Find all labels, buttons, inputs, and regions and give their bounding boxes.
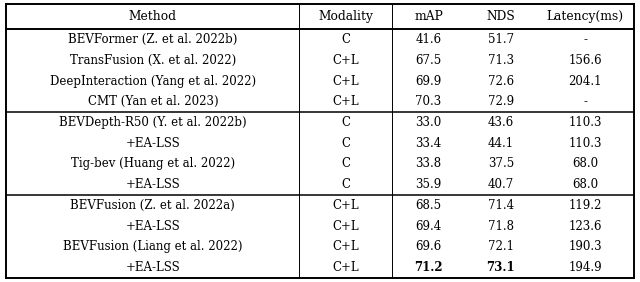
Text: C+L: C+L (333, 261, 359, 274)
Text: +EA-LSS: +EA-LSS (125, 219, 180, 233)
Text: 71.3: 71.3 (488, 54, 514, 67)
Text: 123.6: 123.6 (568, 219, 602, 233)
Text: 33.4: 33.4 (415, 137, 442, 150)
Text: BEVFusion (Liang et al. 2022): BEVFusion (Liang et al. 2022) (63, 240, 243, 253)
Text: 41.6: 41.6 (415, 33, 442, 46)
Text: +EA-LSS: +EA-LSS (125, 137, 180, 150)
Text: 194.9: 194.9 (568, 261, 602, 274)
Text: 71.4: 71.4 (488, 199, 514, 212)
Text: BEVFormer (Z. et al. 2022b): BEVFormer (Z. et al. 2022b) (68, 33, 237, 46)
Text: 69.6: 69.6 (415, 240, 442, 253)
Text: C: C (341, 33, 350, 46)
Text: DeepInteraction (Yang et al. 2022): DeepInteraction (Yang et al. 2022) (50, 75, 256, 88)
Text: 71.8: 71.8 (488, 219, 514, 233)
Text: 51.7: 51.7 (488, 33, 514, 46)
Text: TransFusion (X. et al. 2022): TransFusion (X. et al. 2022) (70, 54, 236, 67)
Text: 71.2: 71.2 (414, 261, 443, 274)
Text: 72.9: 72.9 (488, 95, 514, 108)
Text: 69.9: 69.9 (415, 75, 442, 88)
Text: 33.0: 33.0 (415, 116, 442, 129)
Text: C: C (341, 178, 350, 191)
Text: C+L: C+L (333, 54, 359, 67)
Text: 204.1: 204.1 (568, 75, 602, 88)
Text: Tig-bev (Huang et al. 2022): Tig-bev (Huang et al. 2022) (71, 157, 235, 170)
Text: C: C (341, 137, 350, 150)
Text: BEVDepth-R50 (Y. et al. 2022b): BEVDepth-R50 (Y. et al. 2022b) (59, 116, 246, 129)
Text: -: - (583, 33, 588, 46)
Text: 72.1: 72.1 (488, 240, 514, 253)
Text: -: - (583, 95, 588, 108)
Text: +EA-LSS: +EA-LSS (125, 178, 180, 191)
Text: 70.3: 70.3 (415, 95, 442, 108)
Text: 67.5: 67.5 (415, 54, 442, 67)
Text: 33.8: 33.8 (415, 157, 442, 170)
Text: 156.6: 156.6 (568, 54, 602, 67)
Text: 40.7: 40.7 (488, 178, 514, 191)
Text: BEVFusion (Z. et al. 2022a): BEVFusion (Z. et al. 2022a) (70, 199, 236, 212)
Text: NDS: NDS (486, 10, 515, 23)
Text: 68.5: 68.5 (415, 199, 442, 212)
Text: 72.6: 72.6 (488, 75, 514, 88)
Text: 73.1: 73.1 (486, 261, 515, 274)
Text: +EA-LSS: +EA-LSS (125, 261, 180, 274)
Text: CMT (Yan et al. 2023): CMT (Yan et al. 2023) (88, 95, 218, 108)
Text: C+L: C+L (333, 199, 359, 212)
Text: Modality: Modality (319, 10, 373, 23)
Text: 69.4: 69.4 (415, 219, 442, 233)
Text: 43.6: 43.6 (488, 116, 514, 129)
Text: C+L: C+L (333, 240, 359, 253)
Text: C: C (341, 116, 350, 129)
Text: 110.3: 110.3 (568, 116, 602, 129)
Text: 37.5: 37.5 (488, 157, 514, 170)
Text: 44.1: 44.1 (488, 137, 514, 150)
Text: 119.2: 119.2 (569, 199, 602, 212)
Text: 68.0: 68.0 (572, 157, 598, 170)
Text: 35.9: 35.9 (415, 178, 442, 191)
Text: C: C (341, 157, 350, 170)
Text: C+L: C+L (333, 219, 359, 233)
Text: 68.0: 68.0 (572, 178, 598, 191)
Text: C+L: C+L (333, 75, 359, 88)
Text: Latency(ms): Latency(ms) (547, 10, 624, 23)
Text: 190.3: 190.3 (568, 240, 602, 253)
Text: 110.3: 110.3 (568, 137, 602, 150)
Text: mAP: mAP (414, 10, 443, 23)
Text: Method: Method (129, 10, 177, 23)
Text: C+L: C+L (333, 95, 359, 108)
